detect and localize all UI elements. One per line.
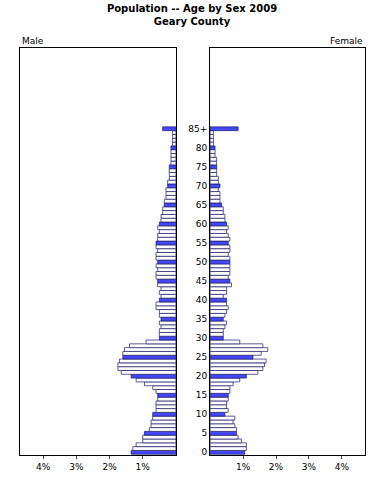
svg-text:0: 0: [202, 447, 208, 457]
svg-text:55: 55: [196, 238, 207, 248]
svg-text:75: 75: [196, 162, 207, 172]
svg-text:30: 30: [196, 333, 208, 343]
svg-text:80: 80: [196, 143, 208, 153]
svg-text:60: 60: [196, 219, 208, 229]
svg-text:25: 25: [196, 352, 207, 362]
svg-text:2%: 2%: [269, 462, 284, 472]
svg-text:Male: Male: [22, 36, 44, 46]
svg-text:5: 5: [202, 428, 208, 438]
svg-text:70: 70: [196, 181, 208, 191]
svg-text:20: 20: [196, 371, 208, 381]
svg-text:1%: 1%: [236, 462, 251, 472]
svg-text:45: 45: [196, 276, 207, 286]
svg-text:65: 65: [196, 200, 207, 210]
svg-text:4%: 4%: [335, 462, 350, 472]
svg-text:4%: 4%: [36, 462, 51, 472]
svg-text:1%: 1%: [136, 462, 151, 472]
svg-text:Female: Female: [330, 36, 363, 46]
svg-text:15: 15: [196, 390, 207, 400]
svg-text:35: 35: [196, 314, 207, 324]
svg-text:85+: 85+: [188, 124, 207, 134]
svg-text:10: 10: [196, 409, 208, 419]
svg-text:3%: 3%: [302, 462, 317, 472]
svg-text:50: 50: [196, 257, 208, 267]
svg-text:2%: 2%: [102, 462, 117, 472]
svg-text:40: 40: [196, 295, 208, 305]
svg-text:Population -- Age by Sex 2009G: Population -- Age by Sex 2009Geary Count…: [107, 3, 277, 27]
svg-text:3%: 3%: [69, 462, 84, 472]
